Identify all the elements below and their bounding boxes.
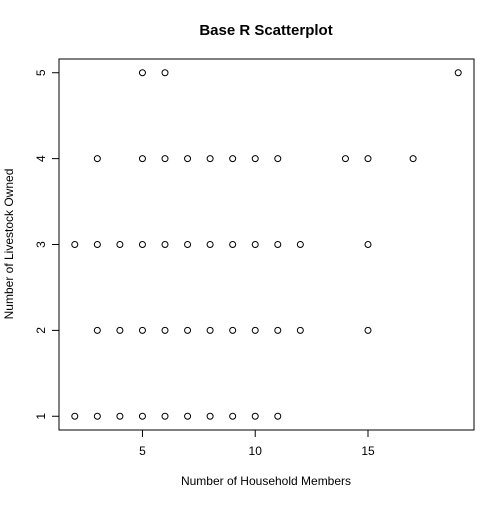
data-point [296, 326, 304, 334]
data-point [364, 241, 372, 248]
data-point [93, 155, 101, 163]
data-point [409, 155, 417, 163]
data-point [251, 241, 259, 248]
data-point [206, 412, 214, 420]
data-point [116, 326, 124, 334]
data-point [184, 412, 192, 420]
data-point [364, 326, 372, 334]
data-point [296, 241, 304, 248]
x-axis-label: Number of Household Members [181, 474, 351, 488]
data-point [138, 412, 146, 420]
data-point [274, 412, 282, 420]
data-point [161, 155, 169, 163]
data-point [184, 155, 192, 163]
data-point [138, 241, 146, 248]
data-point [161, 412, 169, 420]
data-point [184, 241, 192, 248]
data-point [206, 326, 214, 334]
data-point [274, 155, 282, 163]
data-point [206, 241, 214, 248]
y-tick-label: 4 [34, 155, 48, 162]
x-tick-label: 5 [139, 444, 146, 458]
data-point [229, 241, 237, 248]
data-point [184, 326, 192, 334]
data-point [93, 326, 101, 334]
data-point [161, 241, 169, 248]
y-tick-label: 2 [34, 327, 48, 334]
y-axis: 1 2 3 4 5 [34, 69, 60, 420]
data-point [251, 155, 259, 163]
data-point [251, 326, 259, 334]
data-point [341, 155, 349, 163]
data-point [138, 155, 146, 163]
data-point [93, 412, 101, 420]
chart-title: Base R Scatterplot [199, 22, 332, 39]
data-point [206, 155, 214, 163]
data-point [251, 412, 259, 420]
data-point [71, 412, 79, 420]
data-point [161, 69, 169, 77]
x-axis: 5 10 15 [139, 429, 375, 458]
x-tick-label: 10 [249, 444, 263, 458]
data-point [274, 326, 282, 334]
data-point [138, 326, 146, 334]
data-point [229, 155, 237, 163]
data-point [93, 241, 101, 248]
data-point [116, 412, 124, 420]
data-point [454, 69, 462, 77]
data-point [161, 326, 169, 334]
y-axis-label: Number of Livestock Owned [2, 169, 16, 320]
data-point [116, 241, 124, 248]
data-point [229, 326, 237, 334]
data-point [71, 241, 79, 248]
y-tick-label: 1 [34, 413, 48, 420]
data-point [364, 155, 372, 163]
data-points [71, 69, 462, 420]
y-tick-label: 3 [34, 241, 48, 248]
data-point [229, 412, 237, 420]
data-point [274, 241, 282, 248]
y-tick-label: 5 [34, 69, 48, 76]
data-point [138, 69, 146, 77]
x-tick-label: 15 [361, 444, 375, 458]
